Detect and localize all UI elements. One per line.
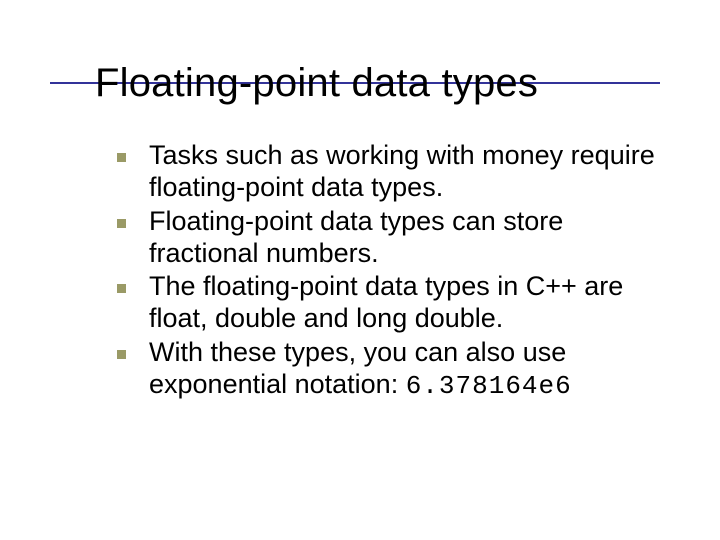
bullet-square-icon [117,284,126,293]
bullet-text: Floating-point data types can store frac… [149,206,563,268]
list-item: Floating-point data types can store frac… [117,206,670,270]
slide-title: Floating-point data types [95,60,670,106]
bullet-square-icon [117,350,126,359]
list-item: Tasks such as working with money require… [117,140,670,204]
bullet-text: Tasks such as working with money require… [149,140,655,202]
bullet-code: 6.378164e6 [406,371,572,401]
list-item: The floating-point data types in C++ are… [117,271,670,335]
bullet-square-icon [117,219,126,228]
bullet-list: Tasks such as working with money require… [95,140,670,402]
bullet-text: The floating-point data types in C++ are… [149,271,623,333]
bullet-square-icon [117,153,126,162]
slide: Floating-point data types Tasks such as … [0,0,720,540]
list-item: With these types, you can also use expon… [117,337,670,402]
title-block: Floating-point data types [95,60,670,106]
